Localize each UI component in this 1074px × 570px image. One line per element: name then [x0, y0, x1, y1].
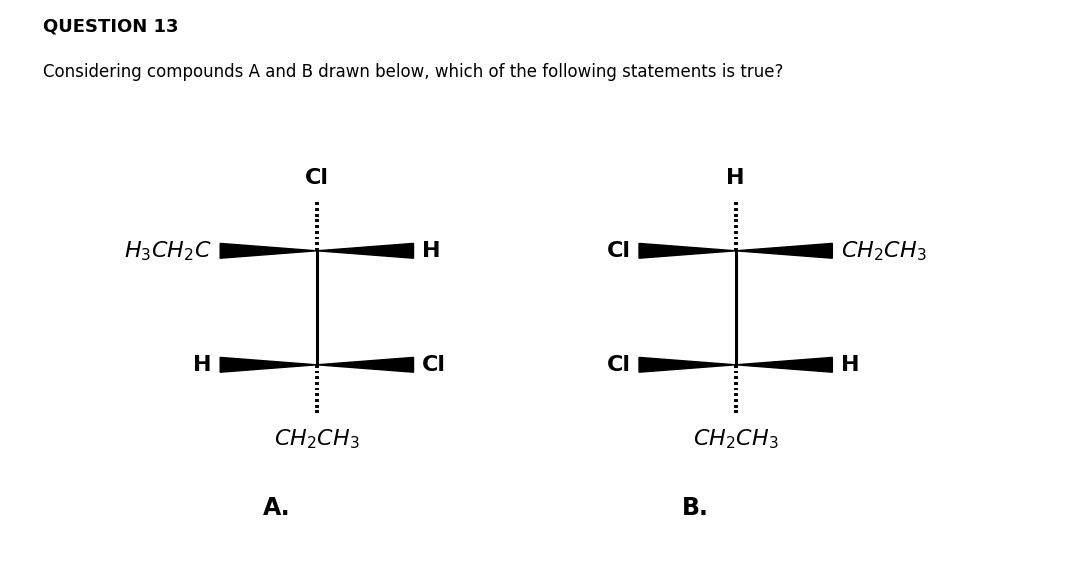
Text: H: H — [422, 241, 440, 261]
Text: Cl: Cl — [305, 168, 329, 188]
Text: H: H — [193, 355, 212, 375]
Polygon shape — [639, 357, 736, 372]
Text: H: H — [841, 355, 859, 375]
Polygon shape — [639, 243, 736, 258]
Text: Cl: Cl — [422, 355, 446, 375]
Polygon shape — [317, 243, 413, 258]
Text: $CH_2CH_3$: $CH_2CH_3$ — [841, 239, 927, 263]
Text: QUESTION 13: QUESTION 13 — [43, 17, 178, 35]
Text: Cl: Cl — [607, 355, 630, 375]
Polygon shape — [220, 243, 317, 258]
Polygon shape — [736, 243, 832, 258]
Polygon shape — [736, 357, 832, 372]
Text: $CH_2CH_3$: $CH_2CH_3$ — [274, 428, 360, 451]
Text: B.: B. — [682, 496, 709, 520]
Polygon shape — [220, 357, 317, 372]
Text: Cl: Cl — [607, 241, 630, 261]
Text: $CH_2CH_3$: $CH_2CH_3$ — [693, 428, 779, 451]
Polygon shape — [317, 357, 413, 372]
Text: H: H — [726, 168, 745, 188]
Text: $H_3CH_2C$: $H_3CH_2C$ — [125, 239, 212, 263]
Text: A.: A. — [263, 496, 291, 520]
Text: Considering compounds A and B drawn below, which of the following statements is : Considering compounds A and B drawn belo… — [43, 63, 783, 81]
